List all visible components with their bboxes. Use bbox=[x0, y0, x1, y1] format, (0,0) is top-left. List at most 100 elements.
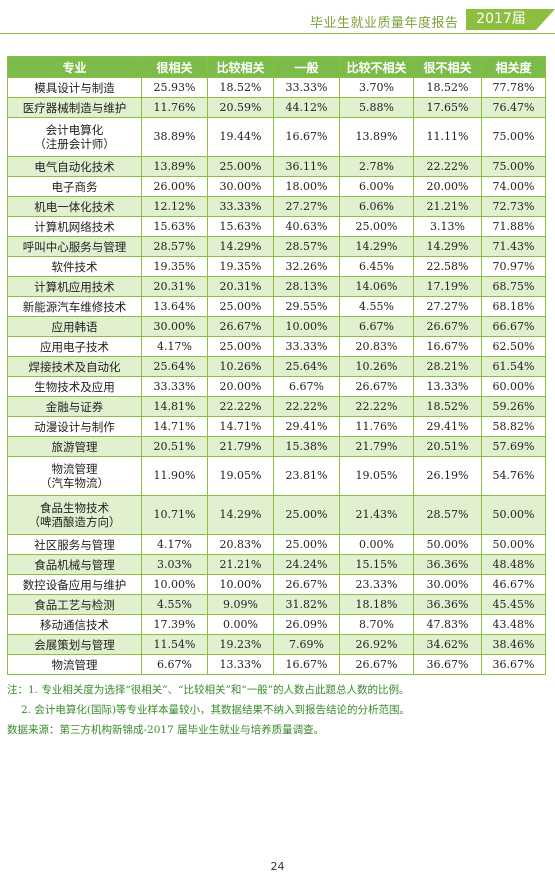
major-name-cell: 物流管理 （汽车物流） bbox=[7, 456, 142, 496]
neutral-cell: 33.33% bbox=[273, 336, 340, 357]
major-name: 社区服务与管理 bbox=[34, 537, 115, 552]
relevant-cell: 9.09% bbox=[207, 594, 274, 615]
relevance-cell: 71.88% bbox=[481, 216, 546, 237]
less-relevant-cell: 18.18% bbox=[339, 594, 414, 615]
table-row: 社区服务与管理 4.17% 20.83% 25.00% 0.00% 50.00% 50.00… bbox=[7, 534, 546, 555]
relevance-cell: 38.46% bbox=[481, 634, 546, 655]
relevance-cell: 46.67% bbox=[481, 574, 546, 595]
relevance-cell: 58.82% bbox=[481, 416, 546, 437]
very-relevant-cell: 13.89% bbox=[141, 156, 208, 177]
major-name-cell: 食品生物技术 （啤酒酿造方向） bbox=[7, 495, 142, 535]
relevance-cell: 48.48% bbox=[481, 554, 546, 575]
table-row: 电气自动化技术 13.89% 25.00% 36.11% 2.78% 22.22% 75.0… bbox=[7, 156, 546, 177]
relevant-cell: 22.22% bbox=[207, 396, 274, 417]
major-name: 应用韩语 bbox=[51, 319, 98, 334]
very-relevant-cell: 14.81% bbox=[141, 396, 208, 417]
major-name-cell: 会展策划与管理 bbox=[7, 634, 142, 655]
major-name: 计算机网络技术 bbox=[34, 219, 115, 234]
less-relevant-cell: 23.33% bbox=[339, 574, 414, 595]
not-relevant-cell: 3.13% bbox=[413, 216, 482, 237]
relevance-cell: 54.76% bbox=[481, 456, 546, 496]
relevance-cell: 77.78% bbox=[481, 77, 546, 98]
relevant-cell: 30.00% bbox=[207, 176, 274, 197]
relevance-cell: 66.67% bbox=[481, 316, 546, 337]
major-name-cell: 会计电算化 （注册会计师） bbox=[7, 117, 142, 157]
major-name-cell: 金融与证券 bbox=[7, 396, 142, 417]
major-name: 会计电算化 bbox=[45, 123, 104, 137]
major-name-cell: 呼叫中心服务与管理 bbox=[7, 236, 142, 257]
major-name: 数控设备应用与维护 bbox=[22, 577, 127, 592]
very-relevant-cell: 20.31% bbox=[141, 276, 208, 297]
major-name: 焊接技术及自动化 bbox=[28, 359, 121, 374]
relevant-cell: 19.35% bbox=[207, 256, 274, 277]
major-name-cell: 旅游管理 bbox=[7, 436, 142, 457]
neutral-cell: 32.26% bbox=[273, 256, 340, 277]
neutral-cell: 25.00% bbox=[273, 495, 340, 535]
relevant-cell: 14.29% bbox=[207, 495, 274, 535]
major-name: 软件技术 bbox=[51, 259, 98, 274]
major-name-cell: 模具设计与制造 bbox=[7, 77, 142, 98]
relevant-cell: 20.83% bbox=[207, 534, 274, 555]
major-name-cell: 软件技术 bbox=[7, 256, 142, 277]
major-name-cell: 新能源汽车维修技术 bbox=[7, 296, 142, 317]
relevant-cell: 19.23% bbox=[207, 634, 274, 655]
major-name-cell: 焊接技术及自动化 bbox=[7, 356, 142, 377]
table-row: 计算机应用技术 20.31% 20.31% 28.13% 14.06% 17.19% 68.… bbox=[7, 276, 546, 297]
not-relevant-cell: 36.36% bbox=[413, 554, 482, 575]
very-relevant-cell: 4.55% bbox=[141, 594, 208, 615]
major-name-cell: 应用电子技术 bbox=[7, 336, 142, 357]
neutral-cell: 29.41% bbox=[273, 416, 340, 437]
table-row: 软件技术 19.35% 19.35% 32.26% 6.45% 22.58% 70.97% bbox=[7, 256, 546, 277]
relevance-cell: 75.00% bbox=[481, 156, 546, 177]
neutral-cell: 36.11% bbox=[273, 156, 340, 177]
relevance-cell: 68.75% bbox=[481, 276, 546, 297]
major-name: 医疗器械制造与维护 bbox=[22, 100, 127, 115]
neutral-cell: 25.00% bbox=[273, 534, 340, 555]
not-relevant-cell: 18.52% bbox=[413, 396, 482, 417]
major-name-cell: 电气自动化技术 bbox=[7, 156, 142, 177]
not-relevant-cell: 34.62% bbox=[413, 634, 482, 655]
column-header-less-relevant: 比较不相关 bbox=[339, 56, 414, 78]
year-badge: 2017届 bbox=[466, 9, 536, 30]
less-relevant-cell: 5.88% bbox=[339, 97, 414, 118]
major-name: 旅游管理 bbox=[51, 439, 98, 454]
page-number: 24 bbox=[270, 860, 285, 873]
major-name: 电子商务 bbox=[51, 179, 98, 194]
major-name: 食品机械与管理 bbox=[34, 557, 115, 572]
relevance-cell: 60.00% bbox=[481, 376, 546, 397]
not-relevant-cell: 16.67% bbox=[413, 336, 482, 357]
major-name-cell: 机电一体化技术 bbox=[7, 196, 142, 217]
column-header-relevance: 相关度 bbox=[481, 56, 546, 78]
not-relevant-cell: 20.00% bbox=[413, 176, 482, 197]
very-relevant-cell: 28.57% bbox=[141, 236, 208, 257]
relevant-cell: 14.71% bbox=[207, 416, 274, 437]
less-relevant-cell: 3.70% bbox=[339, 77, 414, 98]
less-relevant-cell: 13.89% bbox=[339, 117, 414, 157]
very-relevant-cell: 4.17% bbox=[141, 336, 208, 357]
table-row: 医疗器械制造与维护 11.76% 20.59% 44.12% 5.88% 17.65% 76… bbox=[7, 97, 546, 118]
neutral-cell: 16.67% bbox=[273, 654, 340, 675]
table-row: 电子商务 26.00% 30.00% 18.00% 6.00% 20.00% 74.00% bbox=[7, 176, 546, 197]
major-name-cell: 动漫设计与制作 bbox=[7, 416, 142, 437]
relevant-cell: 14.29% bbox=[207, 236, 274, 257]
major-name-cell: 数控设备应用与维护 bbox=[7, 574, 142, 595]
relevance-cell: 36.67% bbox=[481, 654, 546, 675]
not-relevant-cell: 28.57% bbox=[413, 495, 482, 535]
very-relevant-cell: 30.00% bbox=[141, 316, 208, 337]
relevant-cell: 25.00% bbox=[207, 296, 274, 317]
table-row: 物流管理 （汽车物流） 11.90% 19.05% 23.81% 19.05% 26.19%… bbox=[7, 456, 546, 496]
less-relevant-cell: 6.45% bbox=[339, 256, 414, 277]
less-relevant-cell: 6.67% bbox=[339, 316, 414, 337]
not-relevant-cell: 14.29% bbox=[413, 236, 482, 257]
less-relevant-cell: 26.92% bbox=[339, 634, 414, 655]
table-row: 会计电算化 （注册会计师） 38.89% 19.44% 16.67% 13.89% 11.1… bbox=[7, 117, 546, 157]
table-row: 应用韩语 30.00% 26.67% 10.00% 6.67% 26.67% 66.67% bbox=[7, 316, 546, 337]
less-relevant-cell: 21.79% bbox=[339, 436, 414, 457]
column-header-relevant: 比较相关 bbox=[207, 56, 274, 78]
major-name: 物流管理 bbox=[51, 462, 98, 476]
table-row: 应用电子技术 4.17% 25.00% 33.33% 20.83% 16.67% 62.50… bbox=[7, 336, 546, 357]
very-relevant-cell: 14.71% bbox=[141, 416, 208, 437]
not-relevant-cell: 50.00% bbox=[413, 534, 482, 555]
table-row: 金融与证券 14.81% 22.22% 22.22% 22.22% 18.52% 59.26… bbox=[7, 396, 546, 417]
major-name: 模具设计与制造 bbox=[34, 80, 115, 95]
